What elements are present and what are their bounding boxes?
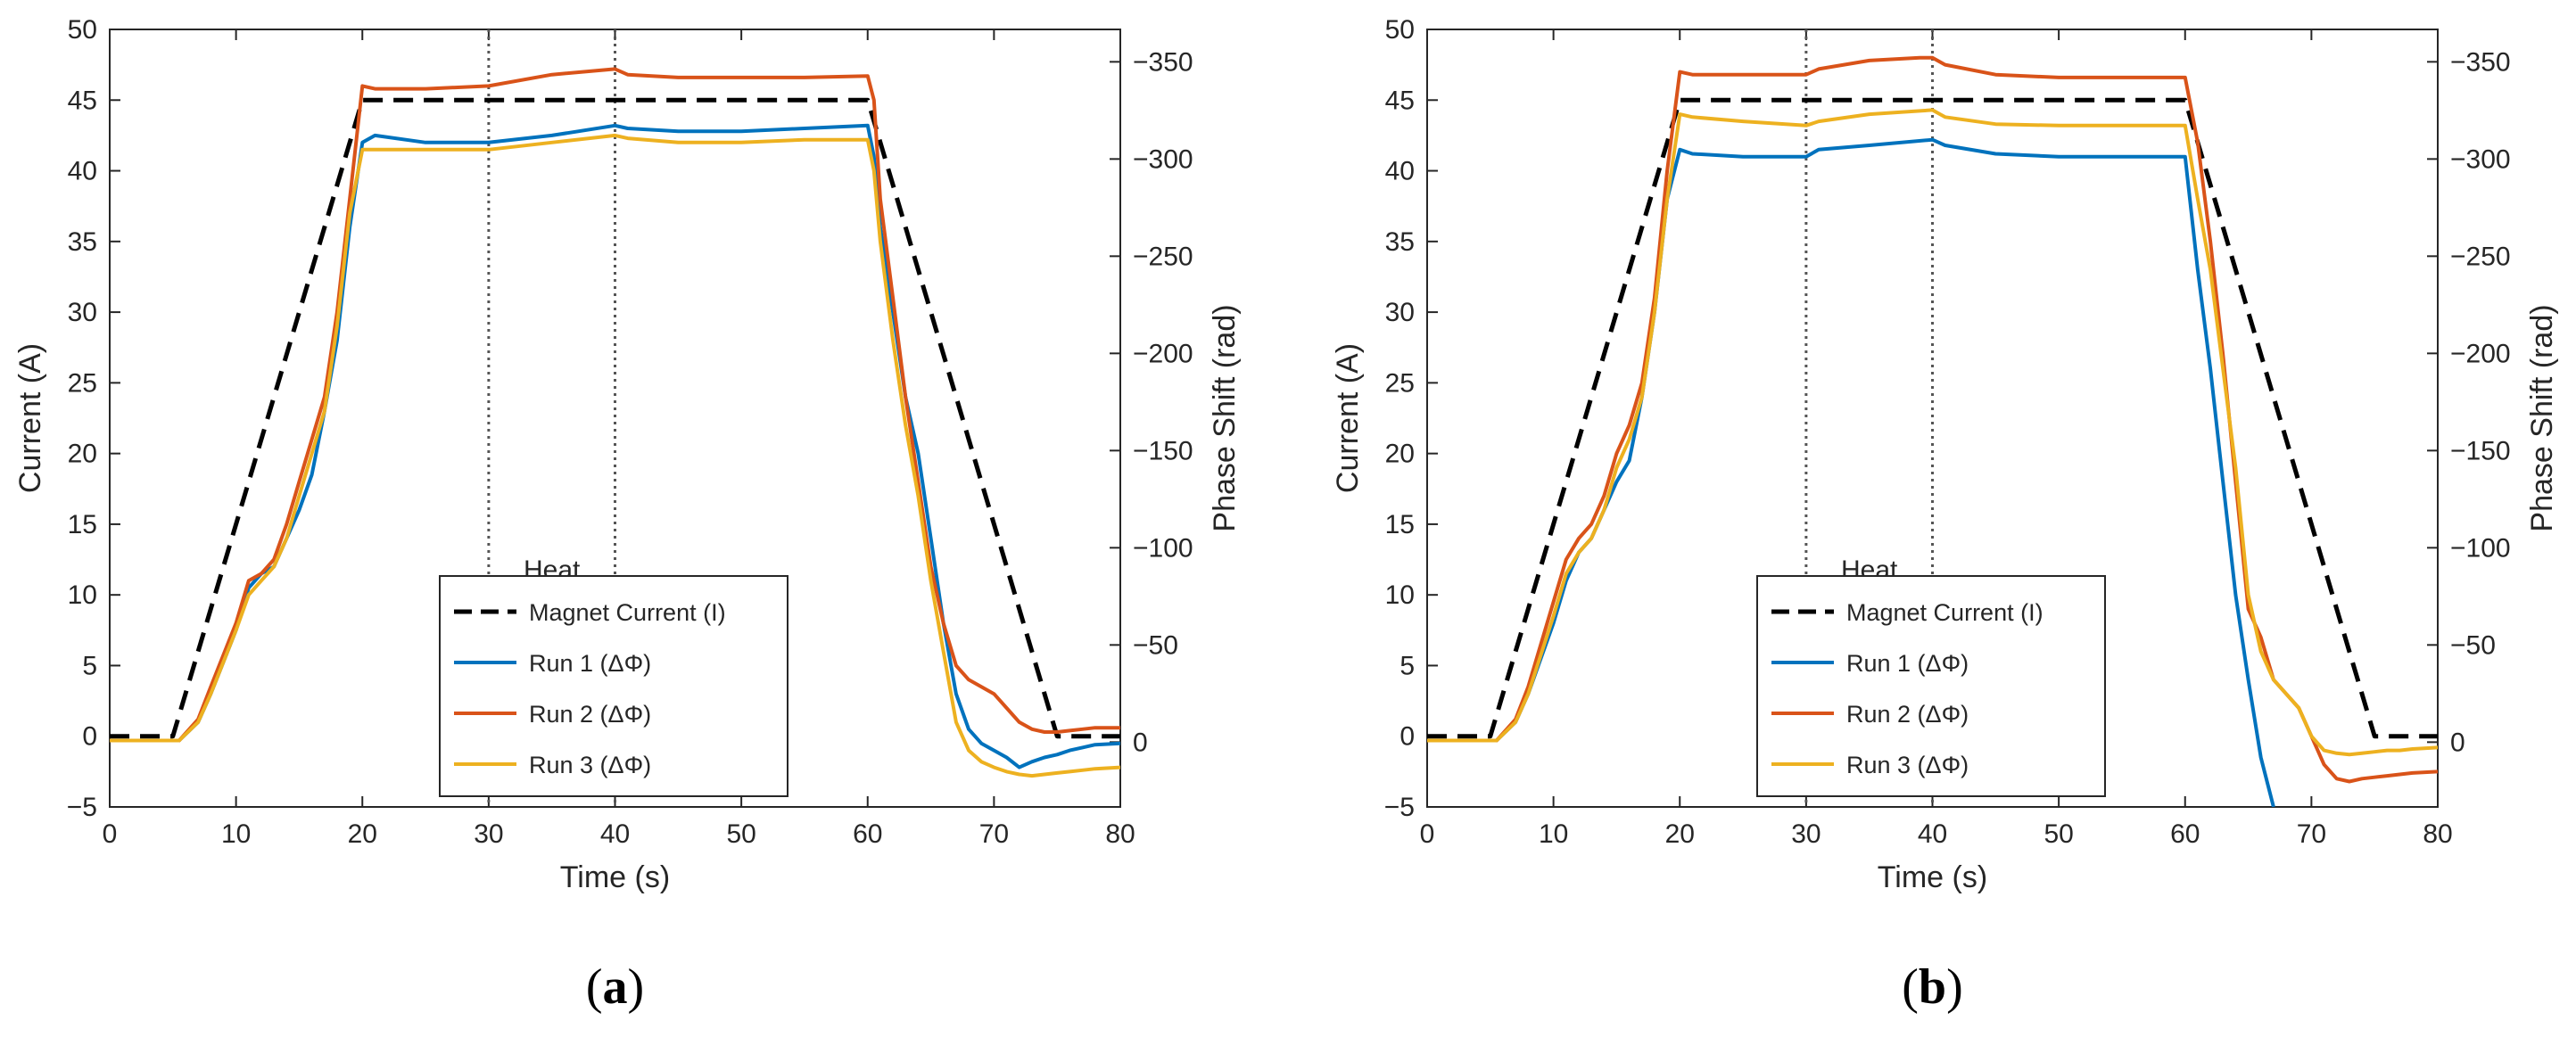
y2-tick-label: −350 [1133,47,1193,77]
legend-entry-label: Run 2 (ΔΦ) [1846,701,1969,728]
legend-entry-label: Magnet Current (I) [529,599,726,626]
y-tick-label: 10 [1385,580,1415,610]
y-tick-label: −5 [1384,793,1415,822]
x-tick-label: 80 [1105,819,1135,849]
series-group [110,67,1120,778]
x-axis-title: Time (s) [560,860,670,894]
panel-label: (b) [1902,959,1962,1015]
y2-tick-label: −50 [2450,630,2496,660]
y2-tick-label: −100 [1133,533,1193,563]
legend-entry-label: Magnet Current (I) [1846,599,2043,626]
x-tick-label: 60 [853,819,882,849]
panel-label: (a) [586,959,644,1015]
x-tick-label: 0 [103,819,118,849]
series-group [1427,55,2438,807]
series-line [110,133,1120,778]
legend-entry-label: Run 1 (ΔΦ) [529,650,651,677]
y-tick-label: 0 [82,722,97,752]
y2-axis-title: Phase Shift (rad) [1208,304,1242,531]
series-line [110,123,1120,769]
y2-tick-label: −100 [2450,533,2511,563]
y-axis-title: Current (A) [1331,343,1365,493]
y-tick-label: 40 [1385,157,1415,186]
series-line [110,97,1120,739]
y2-tick-label: −300 [1133,144,1193,174]
x-tick-label: 0 [1420,819,1435,849]
y-tick-label: 30 [68,298,97,327]
x-tick-label: 40 [600,819,630,849]
y-tick-label: 25 [68,368,97,398]
y2-tick-label: −150 [2450,436,2511,465]
y-tick-label: 50 [68,15,97,45]
chart-panel-a: 0 10 20 30 40 50 60 70 80−5051015202530354045500… [13,15,1242,1015]
y-tick-label: 25 [1385,368,1415,398]
y2-tick-label: 0 [1133,728,1148,757]
series-line [1427,55,2438,784]
legend-entry-label: Run 2 (ΔΦ) [529,701,651,728]
x-tick-label: 10 [221,819,251,849]
x-tick-label: 50 [2043,819,2073,849]
y-tick-label: 35 [1385,227,1415,257]
y2-tick-label: −50 [1133,630,1178,660]
series-line [1427,108,2438,757]
x-tick-label: 50 [726,819,755,849]
series-line [110,67,1120,743]
y-tick-label: 20 [68,440,97,469]
y-tick-label: 45 [1385,86,1415,115]
y2-tick-label: −350 [2450,47,2511,77]
y-tick-label: 35 [68,227,97,257]
y2-tick-label: −200 [1133,339,1193,368]
y2-tick-label: −300 [2450,144,2511,174]
x-tick-label: 70 [2297,819,2326,849]
x-axis-title: Time (s) [1878,860,1987,894]
y-axis-title: Current (A) [13,343,47,493]
series-line [1427,97,2438,739]
y-tick-label: 15 [1385,510,1415,539]
y-tick-label: 10 [68,580,97,610]
x-tick-label: 70 [979,819,1009,849]
y-tick-label: 30 [1385,298,1415,327]
y2-tick-label: −150 [1133,436,1193,465]
y-tick-label: 20 [1385,440,1415,469]
y-tick-label: 15 [68,510,97,539]
x-tick-label: 60 [2170,819,2200,849]
y-tick-label: 45 [68,86,97,115]
y2-tick-label: −250 [1133,242,1193,271]
legend-entry-label: Run 1 (ΔΦ) [1846,650,1969,677]
x-tick-label: 20 [1665,819,1695,849]
legend-entry-label: Run 3 (ΔΦ) [529,752,651,778]
y-tick-label: 40 [68,157,97,186]
y2-axis-title: Phase Shift (rad) [2525,304,2559,531]
y-tick-label: 5 [1399,651,1415,680]
x-tick-label: 30 [1791,819,1821,849]
y2-tick-label: 0 [2450,728,2465,757]
y2-tick-label: −200 [2450,339,2511,368]
y-tick-label: −5 [67,793,97,822]
y-tick-label: 5 [82,651,97,680]
x-tick-label: 10 [1539,819,1568,849]
y-tick-label: 0 [1399,722,1415,752]
x-tick-label: 80 [2423,819,2452,849]
series-line [1427,137,2275,807]
legend-entry-label: Run 3 (ΔΦ) [1846,752,1969,778]
y2-tick-label: −250 [2450,242,2511,271]
chart-panel-b: 0 10 20 30 40 50 60 70 80−5051015202530354045500… [1331,15,2559,1015]
y-tick-label: 50 [1385,15,1415,45]
x-tick-label: 40 [1918,819,1947,849]
x-tick-label: 30 [474,819,503,849]
x-tick-label: 20 [348,819,377,849]
